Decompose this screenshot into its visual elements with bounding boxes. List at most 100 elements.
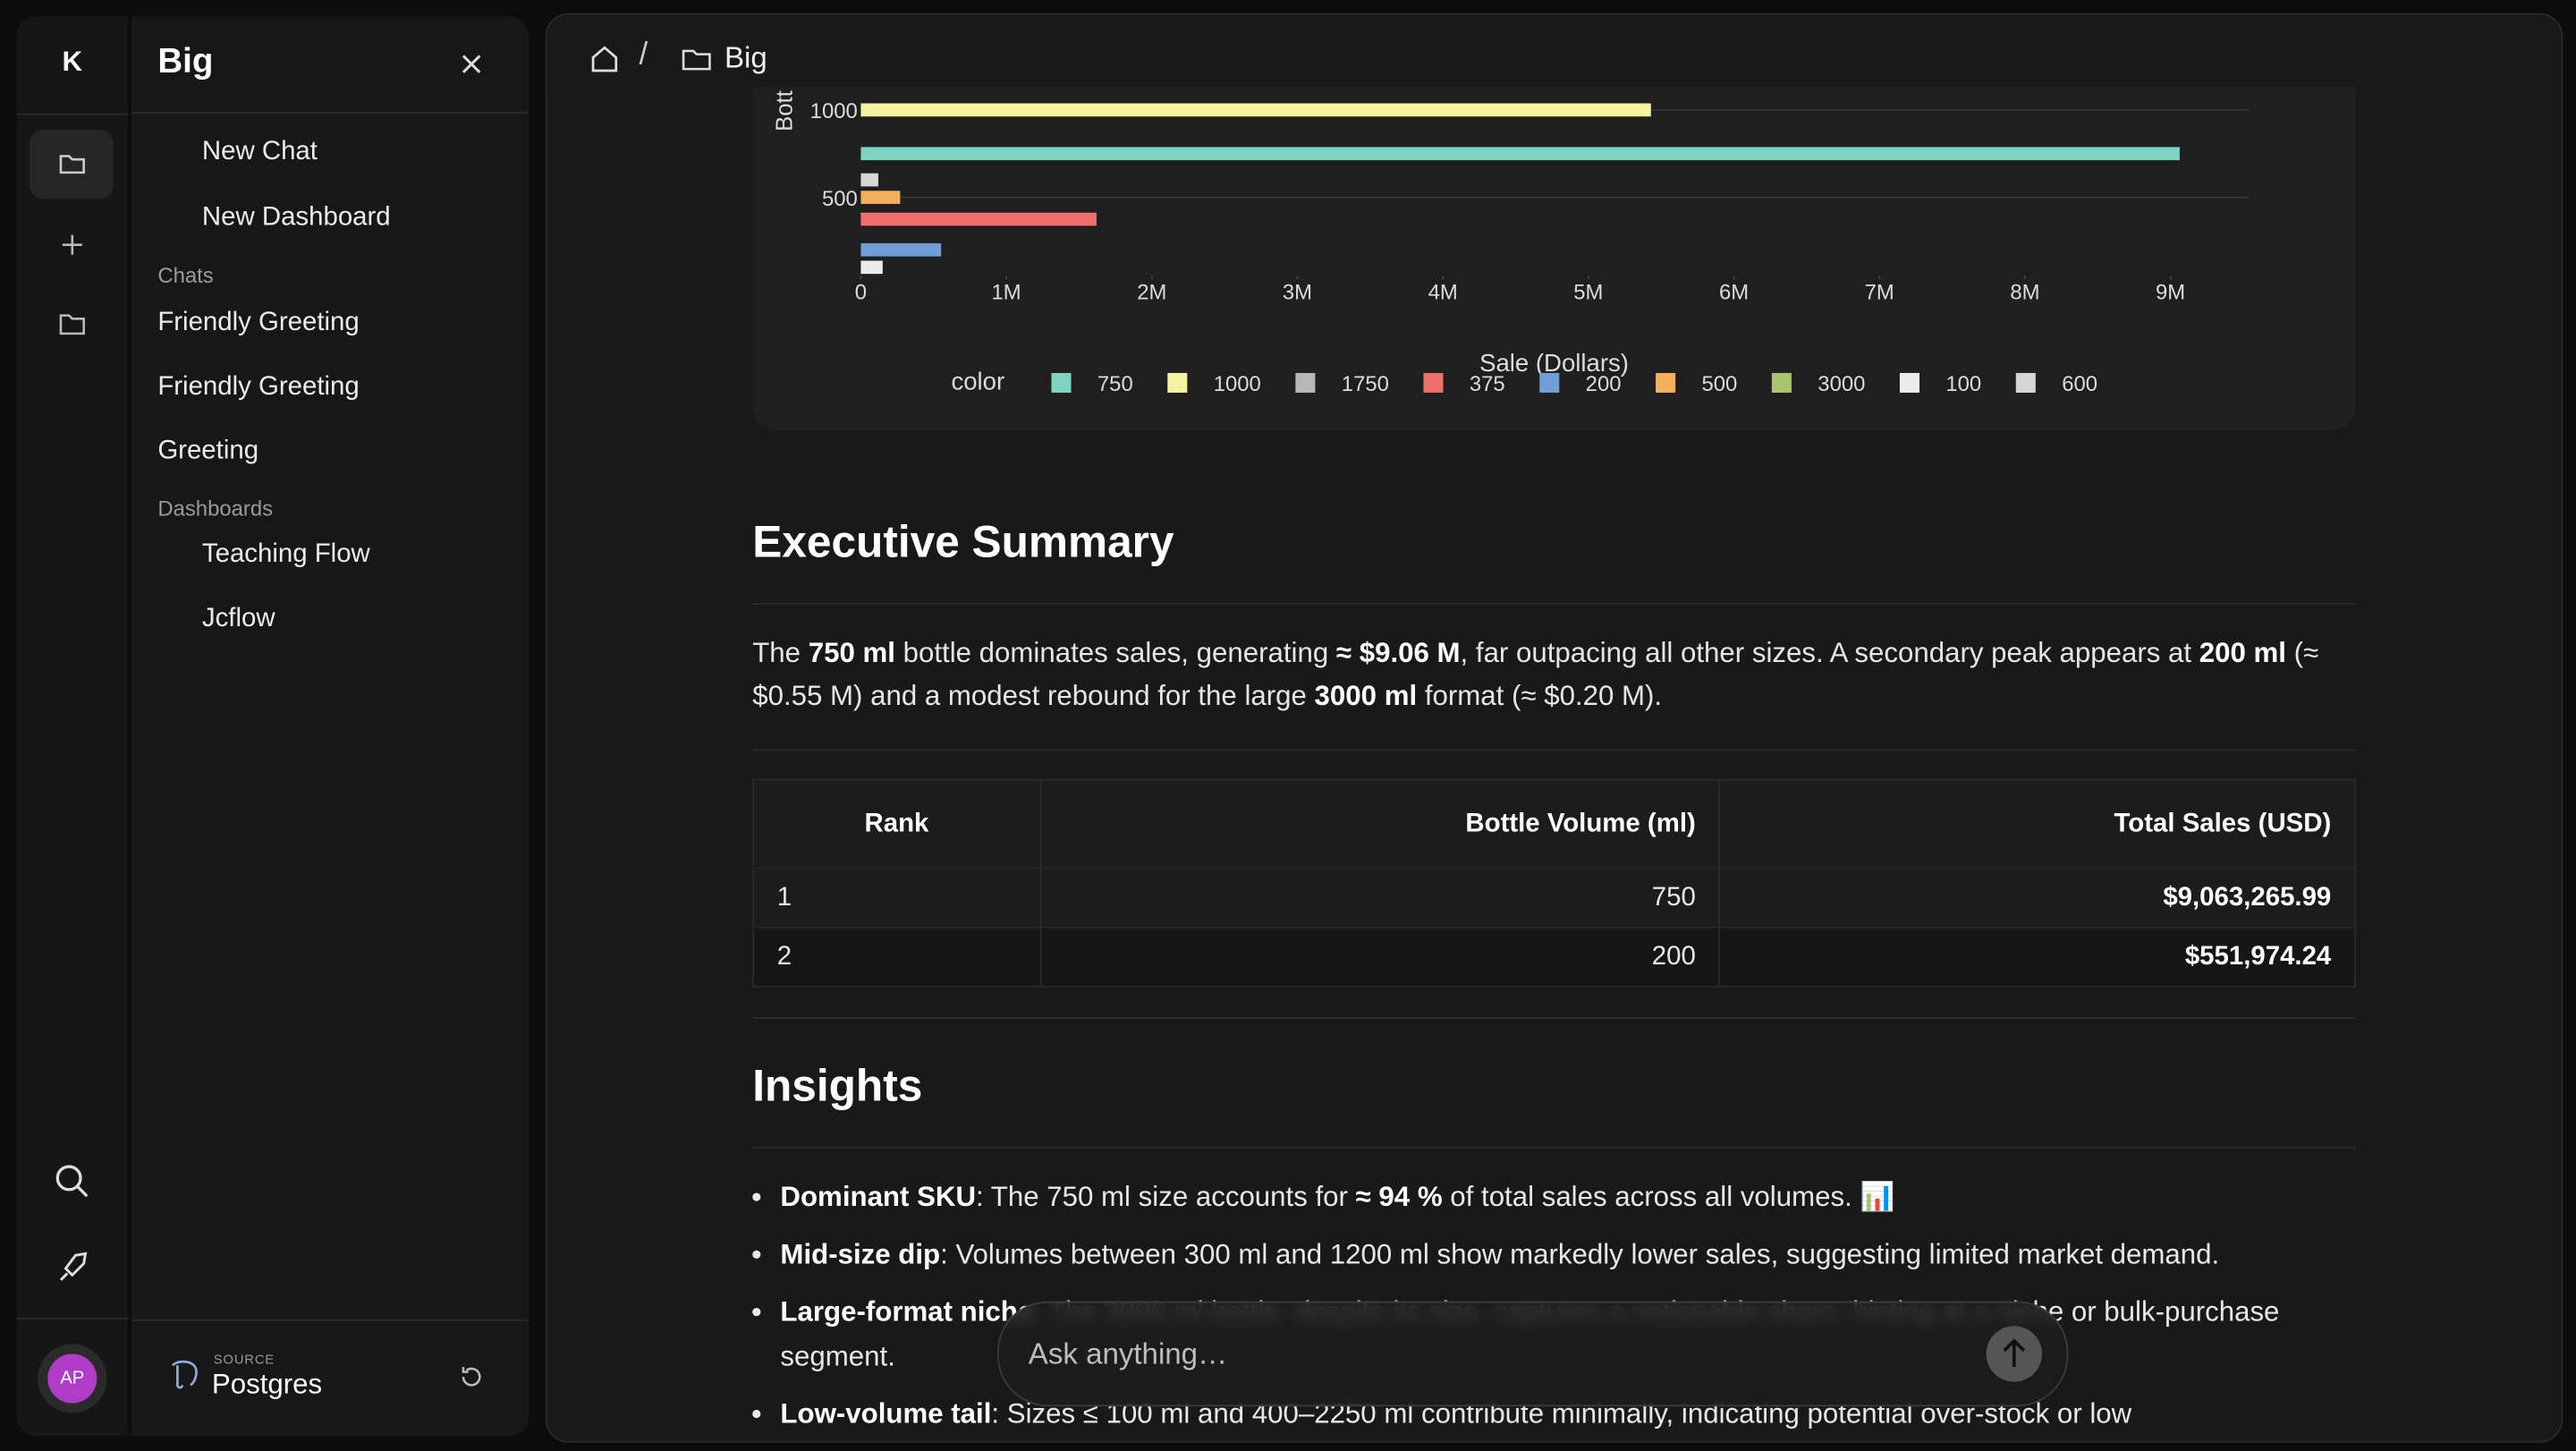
x-tick-label: 0 xyxy=(855,280,867,304)
bold-text: Dominant SKU xyxy=(780,1181,976,1213)
legend-swatch xyxy=(2015,372,2036,393)
section-heading: Executive Summary xyxy=(752,517,1174,567)
results-table: Rank Bottle Volume (ml) Total Sales (USD) 1… xyxy=(752,778,2356,988)
logo[interactable]: K xyxy=(62,46,83,78)
legend-title: color xyxy=(951,367,1004,395)
add-button[interactable] xyxy=(55,228,89,261)
text: The xyxy=(752,637,809,669)
bar xyxy=(860,191,901,204)
table-cell: $9,063,265.99 xyxy=(1719,867,2356,928)
sidebar: Big Chats Dashboards SOURCE Postgres New… xyxy=(131,16,530,1437)
insight-item: Mid-size dip: Volumes between 300 ml and… xyxy=(780,1233,2384,1277)
icon-rail: K AP xyxy=(16,16,129,1437)
rule xyxy=(752,603,2356,605)
launch-button[interactable] xyxy=(53,1249,92,1288)
main-panel: 500 1000 0 1M 2M 3M 4M 5M 6M 7M 8M 9M Bott Sale (Doll… xyxy=(545,13,2563,1443)
x-tick-label: 5M xyxy=(1573,280,1603,304)
column-header: Total Sales (USD) xyxy=(1719,779,2356,869)
bar xyxy=(860,242,942,257)
x-tick-label: 9M xyxy=(2156,280,2185,304)
send-button[interactable] xyxy=(1986,1326,2043,1382)
icon xyxy=(59,155,85,174)
refresh-button[interactable] xyxy=(457,1362,487,1392)
legend-swatch xyxy=(1771,372,1792,393)
bar xyxy=(860,260,883,275)
chat-item[interactable]: Greeting xyxy=(157,437,259,465)
dashboard-item[interactable]: Jcflow xyxy=(201,604,275,633)
text: (≈ $0.55 M) and a modest rebound for the… xyxy=(752,637,2319,712)
header: / Big xyxy=(547,14,2562,88)
avatar: AP xyxy=(47,1353,97,1404)
text: of total sales across all volumes. 📊 xyxy=(1442,1181,1895,1213)
y-tick-label: 500 xyxy=(822,187,858,211)
chart: 500 1000 0 1M 2M 3M 4M 5M 6M 7M 8M 9M Bott Sale (Doll… xyxy=(772,90,2250,396)
x-tick-label: 1M xyxy=(992,280,1021,304)
chat-item[interactable]: Friendly Greeting xyxy=(157,309,360,337)
close-button[interactable] xyxy=(457,49,487,79)
bold-text: 200 ml xyxy=(2199,637,2286,669)
sidebar-action[interactable]: New Dashboard xyxy=(201,203,391,232)
legend-label: 100 xyxy=(1945,372,1981,396)
send-icon xyxy=(2003,1338,2026,1368)
rule xyxy=(752,1016,2356,1019)
table-cell: 1 xyxy=(753,867,1041,928)
folder-button[interactable] xyxy=(55,307,89,340)
projects-button[interactable] xyxy=(30,130,114,199)
y-tick-label: 1000 xyxy=(810,99,858,123)
legend-label: 3000 xyxy=(1818,372,1865,396)
source-label: SOURCE xyxy=(213,1352,275,1368)
divider xyxy=(16,113,129,115)
x-tick-label: 6M xyxy=(1719,280,1749,304)
table-cell: 2 xyxy=(753,926,1041,987)
y-axis-label: Bott xyxy=(772,90,797,132)
bold-text: 750 ml xyxy=(808,637,895,669)
text: bottle dominates sales, generating xyxy=(894,637,1336,669)
section-label: Chats xyxy=(157,262,214,288)
text: format (≈ $0.20 M). xyxy=(1417,680,1663,712)
section-heading: Insights xyxy=(752,1061,923,1111)
divider xyxy=(131,1319,530,1321)
table-row: 1 750 $9,063,265.99 xyxy=(753,867,2356,928)
breadcrumb-folder[interactable]: Big xyxy=(724,40,767,74)
rule xyxy=(752,1147,2356,1149)
postgres-icon xyxy=(171,1360,198,1389)
input-placeholder: Ask anything… xyxy=(1028,1337,1228,1370)
table-cell: 750 xyxy=(1039,867,1721,928)
x-tick-label: 4M xyxy=(1428,280,1458,304)
divider xyxy=(131,111,530,114)
avatar-ring[interactable]: AP xyxy=(38,1344,107,1413)
chat-item[interactable]: Friendly Greeting xyxy=(157,372,360,402)
legend-swatch xyxy=(1656,372,1676,393)
bold-text: Low-volume tail xyxy=(780,1398,992,1430)
divider xyxy=(16,1318,129,1319)
insight-item: Dominant SKU: The 750 ml size accounts f… xyxy=(780,1175,2384,1219)
chart-card: 500 1000 0 1M 2M 3M 4M 5M 6M 7M 8M 9M Bott Sale (Doll… xyxy=(752,85,2356,431)
sidebar-title: Big xyxy=(157,42,214,81)
separator: / xyxy=(639,38,648,72)
table-cell: 200 xyxy=(1039,926,1721,987)
bold-text: ≈ 94 % xyxy=(1355,1181,1443,1213)
legend-swatch xyxy=(1899,372,1920,393)
chat-input[interactable]: Ask anything… xyxy=(996,1301,2069,1407)
folder-icon xyxy=(682,49,711,71)
sidebar-action[interactable]: New Chat xyxy=(201,138,318,166)
legend-label: 500 xyxy=(1702,372,1738,396)
dashboard-item[interactable]: Teaching Flow xyxy=(201,540,370,569)
x-tick-label: 8M xyxy=(2010,280,2039,304)
column-header: Bottle Volume (ml) xyxy=(1039,779,1721,869)
search-button[interactable] xyxy=(53,1162,92,1201)
legend-label: 1000 xyxy=(1214,372,1261,396)
summary-paragraph: The 750 ml bottle dominates sales, gener… xyxy=(752,632,2356,718)
text: , far outpacing all other sizes. A secon… xyxy=(1460,637,2199,669)
legend-label: 1750 xyxy=(1342,372,1389,396)
x-tick-label: 7M xyxy=(1865,280,1894,304)
home-button[interactable] xyxy=(589,43,622,76)
section-label: Dashboards xyxy=(157,496,274,522)
text: : Volumes between 300 ml and 1200 ml sho… xyxy=(940,1238,2220,1270)
source-name[interactable]: Postgres xyxy=(211,1368,323,1400)
x-tick-label: 3M xyxy=(1283,280,1312,304)
legend-label: 750 xyxy=(1097,372,1133,396)
legend-swatch xyxy=(1539,372,1560,393)
header-row: Rank Bottle Volume (ml) Total Sales (USD) xyxy=(753,779,2356,869)
